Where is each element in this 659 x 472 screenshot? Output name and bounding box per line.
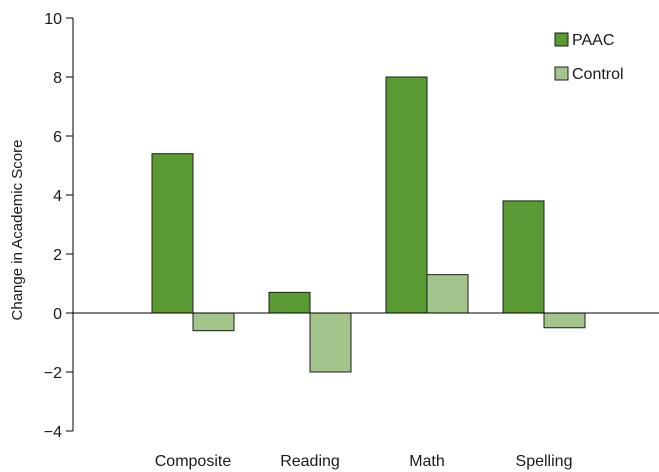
- bar-paac-math: [385, 76, 428, 314]
- y-tick-label: 2: [53, 247, 62, 264]
- bars: [151, 76, 586, 373]
- bar-paac-reading: [268, 291, 311, 314]
- y-tick-label: 10: [44, 11, 62, 28]
- x-tick-labels: Composite Reading Math Spelling: [155, 453, 573, 470]
- x-tick-label: Composite: [155, 453, 232, 470]
- x-tick-label: Math: [409, 453, 445, 470]
- bar-control-composite: [192, 312, 235, 332]
- bar-paac-composite: [151, 153, 194, 314]
- y-tick-label: 0: [53, 306, 62, 323]
- bar-control-math: [426, 274, 469, 314]
- y-axis: 10 8 6 4 2 0 −2 −4: [44, 11, 74, 441]
- legend-label-paac: PAAC: [572, 32, 614, 49]
- x-tick-label: Spelling: [516, 453, 573, 470]
- legend-label-control: Control: [572, 66, 624, 83]
- y-tick-label: −4: [44, 424, 62, 441]
- y-axis-label: Change in Academic Score: [9, 140, 26, 321]
- bar-control-spelling: [543, 312, 586, 329]
- legend-swatch-control: [554, 66, 569, 81]
- y-tick-label: 4: [53, 188, 62, 205]
- y-tick-label: 6: [53, 129, 62, 146]
- bar-control-reading: [309, 312, 352, 373]
- legend-swatch-paac: [554, 32, 569, 47]
- legend: PAAC Control: [554, 32, 624, 83]
- x-tick-label: Reading: [280, 453, 340, 470]
- y-tick-label: 8: [53, 70, 62, 87]
- y-tick-label: −2: [44, 365, 62, 382]
- bar-paac-spelling: [502, 200, 545, 314]
